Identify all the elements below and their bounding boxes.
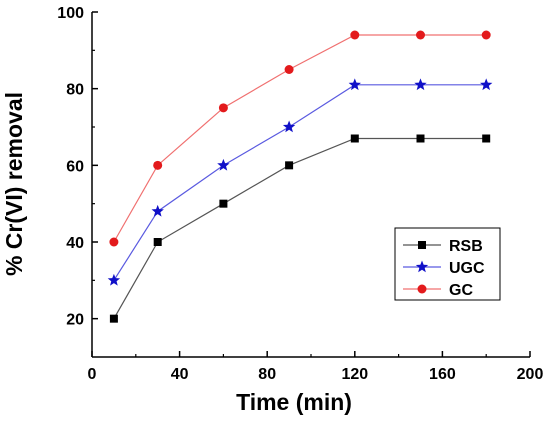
y-tick-label: 40	[66, 235, 84, 252]
plot-area	[91, 12, 530, 358]
legend: RSB UGC GC	[394, 227, 501, 301]
x-axis-title: Time (min)	[236, 389, 352, 415]
y-tick-label: 80	[66, 82, 84, 99]
data-point-rsb	[416, 134, 425, 143]
legend-box	[394, 227, 501, 301]
data-point-gc	[350, 30, 360, 40]
data-point-gc	[284, 65, 294, 74]
legend-label-ugc: UGC	[449, 260, 485, 277]
data-point-ugc	[414, 78, 427, 91]
data-point-ugc	[282, 120, 296, 133]
data-point-rsb	[153, 238, 162, 246]
y-tick-label: 60	[66, 158, 84, 175]
data-point-rsb	[285, 161, 294, 170]
data-point-rsb	[350, 134, 359, 143]
x-tick-label: 160	[429, 366, 456, 383]
x-tick-label: 200	[517, 366, 544, 383]
data-point-gc	[218, 103, 228, 113]
legend-items: RSB UGC GC	[403, 238, 485, 299]
legend-marker-rsb	[418, 241, 426, 249]
data-point-gc	[109, 237, 119, 247]
data-point-rsb	[109, 314, 118, 323]
data-point-ugc	[217, 158, 230, 171]
legend-label-rsb: RSB	[449, 238, 483, 255]
data-point-ugc	[107, 273, 121, 286]
x-tick-label: 120	[341, 366, 368, 383]
x-tick-label: 0	[88, 366, 97, 383]
data-point-gc	[153, 160, 163, 170]
y-axis-title: % Cr(VI) removal	[1, 92, 27, 276]
data-point-ugc	[480, 78, 493, 91]
x-ticks: 0 40 80 120 160 200	[88, 351, 544, 383]
y-tick-label: 20	[66, 312, 84, 329]
y-ticks: 20 40 60 80 100	[57, 5, 98, 329]
legend-marker-ugc	[415, 260, 429, 273]
x-tick-label: 80	[258, 366, 276, 383]
y-tick-label: 100	[57, 5, 84, 22]
data-point-rsb	[482, 134, 491, 143]
legend-marker-gc	[417, 284, 427, 294]
data-point-gc	[481, 30, 491, 40]
data-point-rsb	[219, 199, 228, 208]
data-point-ugc	[348, 78, 361, 91]
data-point-gc	[416, 30, 425, 40]
legend-label-gc: GC	[449, 282, 473, 299]
data-point-ugc	[151, 204, 164, 217]
series-layer	[107, 30, 493, 323]
x-tick-label: 40	[171, 366, 189, 383]
